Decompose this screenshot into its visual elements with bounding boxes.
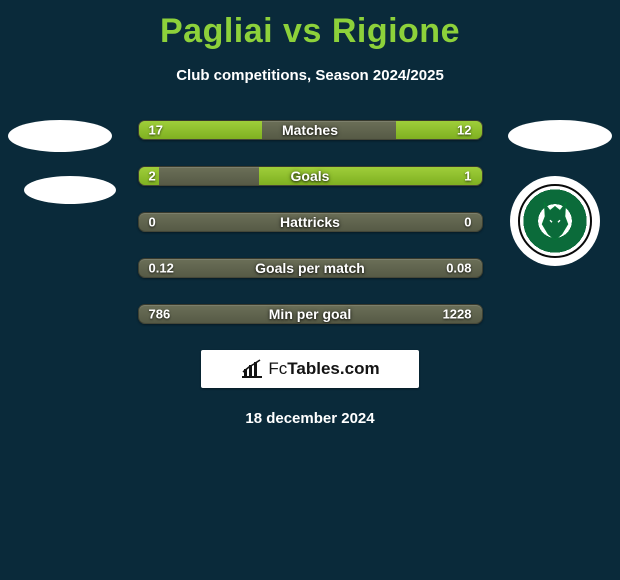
stat-row: Hattricks 0 0 xyxy=(138,212,483,232)
title-vs: vs xyxy=(283,12,322,50)
stat-label: Goals per match xyxy=(255,260,365,276)
stat-value-right: 1 xyxy=(464,169,471,184)
title-player2: Rigione xyxy=(332,12,460,50)
player1-badge-2 xyxy=(24,176,116,204)
branding-box: FcTables.com xyxy=(201,350,419,388)
stat-value-left: 786 xyxy=(149,307,171,322)
bar-chart-icon xyxy=(240,359,264,379)
stat-value-left: 2 xyxy=(149,169,156,184)
branding-prefix: Fc xyxy=(268,359,287,378)
stat-value-right: 1228 xyxy=(443,307,472,322)
stat-row: Min per goal 786 1228 xyxy=(138,304,483,324)
stat-label: Matches xyxy=(282,122,338,138)
branding-suffix: Tables.com xyxy=(287,359,379,378)
player2-club-crest xyxy=(510,176,600,266)
wolf-icon xyxy=(538,200,572,240)
page-title: Pagliai vs Rigione xyxy=(0,0,620,51)
stat-value-left: 17 xyxy=(149,123,163,138)
stat-value-left: 0.12 xyxy=(149,261,174,276)
branding-text: FcTables.com xyxy=(268,359,379,379)
date-label: 18 december 2024 xyxy=(0,410,620,427)
player2-badge-1 xyxy=(508,120,612,152)
stat-label: Hattricks xyxy=(280,214,340,230)
club-crest-inner xyxy=(518,184,592,258)
stat-label: Goals xyxy=(291,168,330,184)
stat-row: Goals 2 1 xyxy=(138,166,483,186)
stat-value-left: 0 xyxy=(149,215,156,230)
stat-value-right: 0 xyxy=(464,215,471,230)
comparison-card: Pagliai vs Rigione Club competitions, Se… xyxy=(0,0,620,580)
stat-value-right: 12 xyxy=(457,123,471,138)
stat-bars: Matches 17 12 Goals 2 1 Hattricks 0 0 Goals per m… xyxy=(138,120,483,324)
stat-row: Goals per match 0.12 0.08 xyxy=(138,258,483,278)
stat-label: Min per goal xyxy=(269,306,351,322)
title-player1: Pagliai xyxy=(160,12,273,50)
stat-value-right: 0.08 xyxy=(446,261,471,276)
player1-badge-1 xyxy=(8,120,112,152)
stat-row: Matches 17 12 xyxy=(138,120,483,140)
subtitle: Club competitions, Season 2024/2025 xyxy=(0,67,620,84)
